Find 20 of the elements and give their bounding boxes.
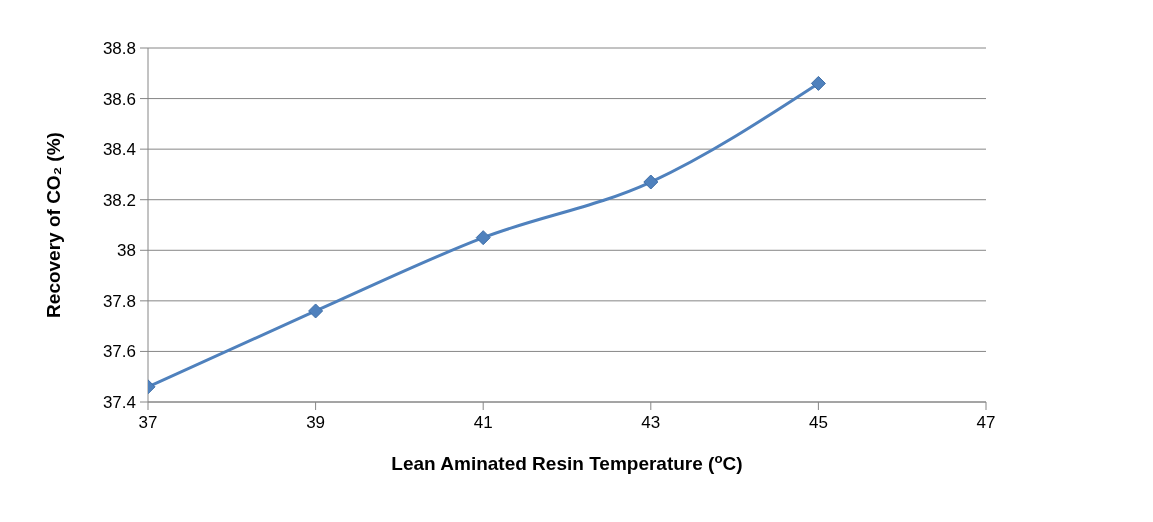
y-tick-label: 38.2 [102,190,136,210]
x-tick-label: 45 [808,413,828,433]
y-tick-label: 38.8 [102,39,136,59]
x-tick-label: 41 [473,413,493,433]
y-tick-label: 38.6 [102,89,136,109]
point [643,174,659,190]
y-axis-title: Recovery of CO₂ (%) [43,132,64,318]
x-tick-label: 47 [976,413,996,433]
y-tick-label: 38.4 [102,140,136,160]
point [475,230,491,246]
y-tick-label: 37.4 [102,393,136,413]
x-tick-label: 39 [306,413,326,433]
point [810,75,826,91]
x-tick-label: 43 [641,413,661,433]
x-axis-title: Lean Aminated Resin Temperature ($^{o}$C) [391,450,743,474]
y-tick-label: 38 [117,241,136,261]
y-tick-label: 37.6 [102,342,136,362]
y-tick-label: 37.8 [102,291,136,311]
x-tick-label: 37 [138,413,158,433]
point [308,303,324,319]
